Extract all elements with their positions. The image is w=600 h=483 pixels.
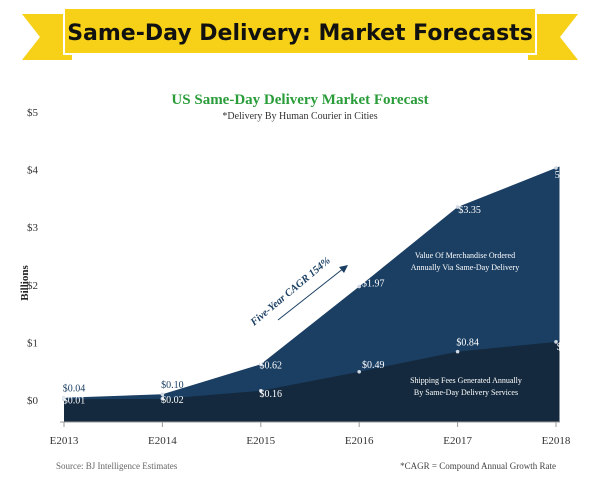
fees-point [455,349,460,354]
banner-body [63,7,537,55]
merchandise-point [160,392,165,397]
fees-area-label: By Same-Day Delivery Services [414,388,518,397]
merchandise-point [259,362,263,367]
source-note: Source: BJ Intelligence Estimates [56,461,178,471]
x-tick-label: E2014 [148,435,177,447]
cagr-note: *CAGR = Compound Annual Growth Rate [400,461,556,471]
merchandise-data-label: $0.62 [260,360,283,371]
x-tick-label: E2013 [50,435,79,447]
merchandise-data-label: 54.03 [555,170,578,181]
fees-point [62,397,66,402]
merchandise-data-label: $3.35 [458,205,481,216]
fees-point [259,388,263,393]
chart-subtitle: *Delivery By Human Courier in Cities [222,111,378,122]
merchandise-point [554,166,558,170]
fees-area-label: Shipping Fees Generated Annually [410,376,522,385]
fees-area [64,341,560,422]
banner-left-tail [22,14,72,60]
fees-point [554,340,558,344]
y-axis-label: Billions [19,265,31,301]
fees-data-label: $0.16 [260,389,283,400]
fees-point [357,369,362,374]
merchandise-area-label: Annually Via Same-Day Delivery [411,263,519,272]
banner-ribbon: Same-Day Delivery: Market Forecasts [22,7,578,60]
y-tick-label: $0 [27,395,39,407]
y-tick-label: $3 [27,222,39,234]
merchandise-data-label: $1.97 [362,279,385,290]
merchandise-data-label: $0.10 [161,380,184,391]
x-tick-label: E2016 [345,435,374,447]
x-tick-label: E2017 [443,435,472,447]
cagr-arrow-head [339,265,348,273]
merchandise-point [357,284,362,289]
y-tick-label: $5 [27,107,39,119]
y-tick-label: $2 [27,280,38,292]
x-tick-label: E2015 [246,435,275,447]
fees-data-label: $0.01 [63,395,86,406]
chart-title: US Same-Day Delivery Market Forecast [171,92,429,108]
fees-data-label: $1.01 [557,342,580,353]
fees-data-label: $0.84 [456,338,479,349]
fees-data-label: $0.49 [362,360,385,371]
cagr-arrow-line [277,267,345,321]
merchandise-data-label: $0.04 [63,384,86,395]
banner-right-tail [528,14,578,60]
fees-point [160,397,165,401]
fees-data-label: $0.02 [161,395,184,406]
y-tick-label: $4 [27,165,39,177]
banner: Same-Day Delivery: Market Forecasts [0,0,600,68]
y-tick-label: $1 [27,337,38,349]
x-tick-label: E2018 [542,435,571,447]
merchandise-point [455,205,460,209]
merchandise-area-label: Value Of Merchandise Ordered [415,251,515,260]
banner-title: Same-Day Delivery: Market Forecasts [67,21,533,46]
